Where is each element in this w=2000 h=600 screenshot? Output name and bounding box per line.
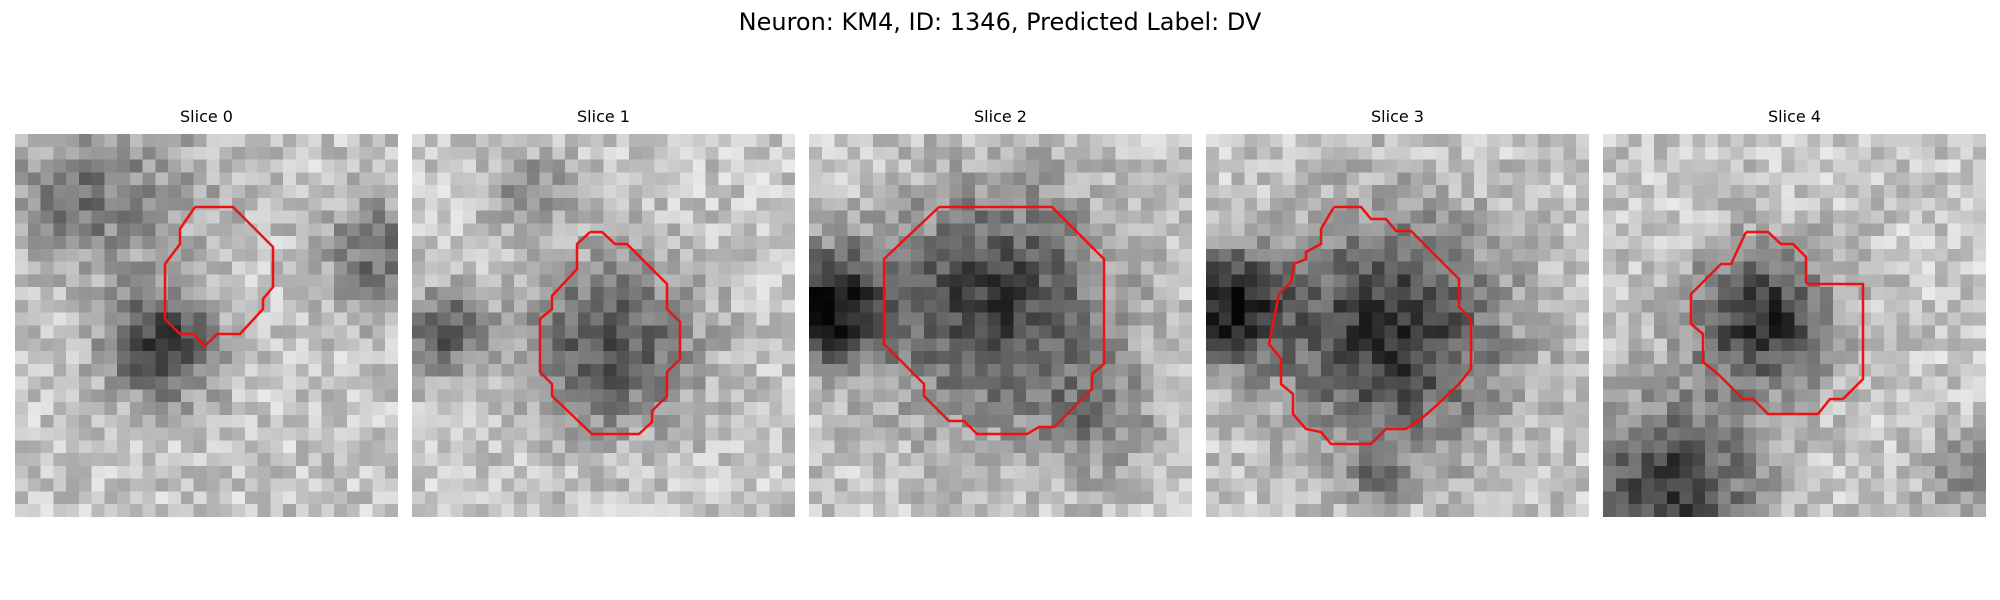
microscopy-slice-image [15,134,398,517]
figure-title: Neuron: KM4, ID: 1346, Predicted Label: … [738,8,1262,36]
roi-contour [538,230,682,436]
microscopy-slice-image [1603,134,1986,517]
slice-title: Slice 2 [974,107,1027,126]
slice-panel-1: Slice 1 [412,106,795,517]
slice-panel-4: Slice 4 [1603,106,1986,517]
slice-panel-3: Slice 3 [1206,106,1589,517]
slice-title: Slice 4 [1768,107,1821,126]
slice-panel-0: Slice 0 [15,106,398,517]
microscopy-slice-image [1206,134,1589,517]
roi-contour [1689,230,1865,416]
roi-contour [882,205,1106,436]
roi-contour [163,205,275,348]
microscopy-slice-image [412,134,795,517]
roi-contour [1267,205,1473,446]
slice-title: Slice 0 [180,107,233,126]
slice-title: Slice 3 [1371,107,1424,126]
microscopy-slice-image [809,134,1192,517]
slice-panel-2: Slice 2 [809,106,1192,517]
slice-title: Slice 1 [577,107,630,126]
